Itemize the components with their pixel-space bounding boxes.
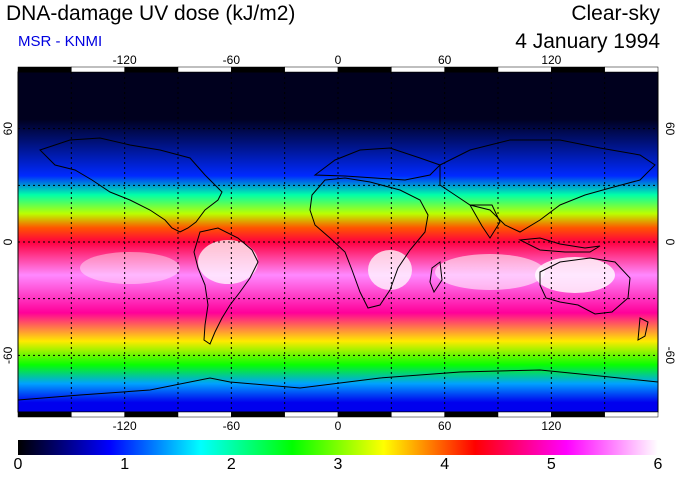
colorbar-tick-label: 3	[333, 456, 343, 473]
coast-australia	[539, 257, 631, 315]
axis-tick-bars	[17, 66, 659, 418]
tick-bar-segment	[71, 411, 125, 418]
map-title: DNA-damage UV dose (kJ/m2)	[6, 2, 296, 25]
high-dose-patch	[80, 252, 180, 284]
tick-bar-segment	[124, 411, 179, 418]
lat-tick-label-right: -60	[663, 347, 677, 365]
tick-bar-segment	[284, 411, 339, 418]
tick-bar-segment	[551, 411, 605, 418]
colorbar-tick-label: 1	[120, 456, 130, 473]
lat-tick-label-left: -60	[1, 346, 15, 364]
lon-tick-label-top: 0	[335, 53, 342, 67]
tick-bar-segment	[444, 411, 499, 418]
tick-bar-segment	[124, 66, 179, 73]
tick-bar-segment	[337, 66, 392, 73]
tick-bar-segment	[551, 66, 605, 73]
gridlines	[18, 72, 658, 412]
tick-bar-segment	[71, 66, 125, 73]
lon-tick-label-top: -120	[113, 53, 137, 67]
lon-tick-label-bottom: -120	[113, 419, 137, 433]
tick-bar-segment	[17, 66, 72, 73]
tick-bar-segment	[231, 66, 285, 73]
tick-bar-segment	[177, 66, 232, 73]
coast-south-america	[193, 227, 259, 345]
coast-new-zealand	[637, 317, 649, 341]
tick-bar-segment	[391, 411, 445, 418]
lon-tick-label-bottom: 0	[335, 419, 342, 433]
longitude-labels-bottom: -120 -60 0 60 120	[113, 419, 562, 433]
colorbar	[18, 440, 658, 455]
date-label: 4 January 1994	[515, 30, 660, 53]
lat-tick-label-left: 60	[1, 122, 15, 136]
tick-bar-segment	[391, 66, 445, 73]
tick-bar-segment	[444, 66, 499, 73]
lat-tick-label-right: 0	[663, 239, 677, 246]
lon-tick-label-top: -60	[223, 53, 241, 67]
tick-bar-segment	[284, 66, 339, 73]
tick-bar-segment	[604, 66, 659, 73]
tick-bar-segment	[604, 411, 659, 418]
lat-tick-label-right: 60	[663, 122, 677, 136]
tick-bar-segment	[177, 411, 232, 418]
longitude-labels-top: -120 -60 0 60 120	[113, 53, 562, 67]
lon-tick-label-bottom: 60	[438, 419, 452, 433]
coast-indonesia	[518, 237, 601, 253]
coastlines	[18, 137, 658, 401]
colorbar-tick-label: 2	[226, 456, 236, 473]
tick-bar-segment	[17, 411, 72, 418]
high-dose-patch	[368, 250, 412, 290]
tick-bar-segment	[497, 66, 552, 73]
sky-condition-label: Clear-sky	[571, 2, 660, 25]
tick-bar-segment	[231, 411, 285, 418]
colorbar-tick-label: 4	[440, 456, 450, 473]
tick-bar-segment	[337, 411, 392, 418]
lat-tick-label-left: 0	[1, 238, 15, 245]
colorbar-tick-label: 0	[13, 456, 23, 473]
lon-tick-label-bottom: 120	[541, 419, 561, 433]
coast-africa	[309, 177, 429, 309]
colorbar-tick-label: 6	[653, 456, 663, 473]
colorbar-tick-label: 5	[546, 456, 556, 473]
tick-bar-segment	[497, 411, 552, 418]
credit-label: MSR - KNMI	[18, 33, 103, 50]
latitude-labels-right: 60 0 -60	[663, 122, 677, 364]
lon-tick-label-top: 120	[541, 53, 561, 67]
high-dose-patch	[198, 240, 258, 284]
lon-tick-label-top: 60	[438, 53, 452, 67]
coast-india	[469, 204, 501, 239]
coast-antarctica	[18, 369, 658, 401]
lon-tick-label-bottom: -60	[223, 419, 241, 433]
high-dose-patch	[435, 254, 545, 290]
high-dose-patch	[535, 257, 615, 293]
latitude-labels-left: 60 0 -60	[1, 122, 15, 364]
coast-north-america	[39, 137, 223, 233]
coast-madagascar	[429, 261, 443, 294]
